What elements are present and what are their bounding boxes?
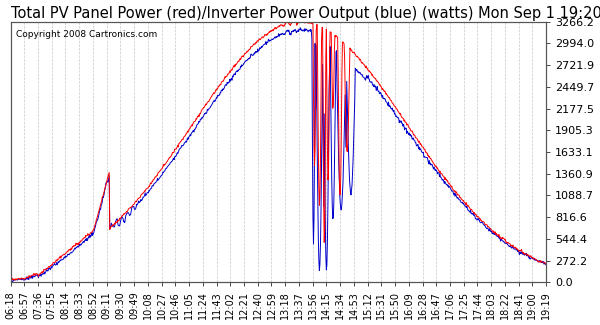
Text: Copyright 2008 Cartronics.com: Copyright 2008 Cartronics.com: [16, 30, 157, 39]
Text: Total PV Panel Power (red)/Inverter Power Output (blue) (watts) Mon Sep 1 19:20: Total PV Panel Power (red)/Inverter Powe…: [11, 6, 600, 20]
